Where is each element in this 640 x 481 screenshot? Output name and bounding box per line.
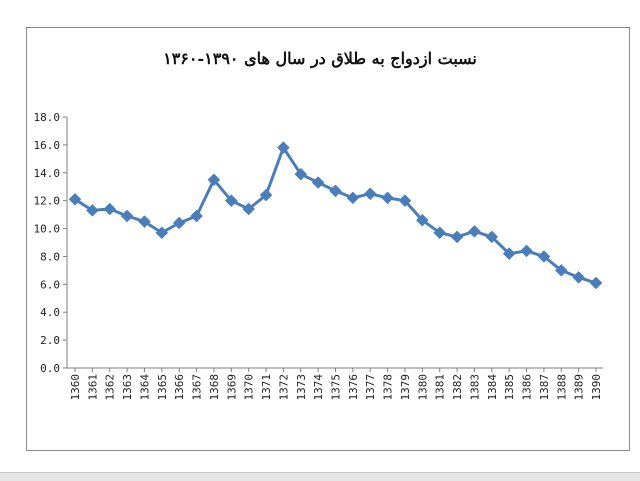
x-tick-label: 1387 bbox=[538, 374, 551, 401]
data-point bbox=[520, 244, 533, 258]
y-tick-label: 10.0 bbox=[34, 223, 61, 236]
data-point bbox=[398, 194, 412, 208]
x-tick-label: 1360 bbox=[69, 374, 82, 401]
x-tick-label: 1369 bbox=[225, 374, 238, 401]
y-tick-label: 4.0 bbox=[40, 306, 60, 319]
x-tick-label: 1388 bbox=[555, 374, 568, 401]
x-tick-label: 1389 bbox=[573, 374, 586, 401]
x-tick-labels: 1360 1361 1362 1363 1364 1365 1366 1367 1368 1369… bbox=[69, 374, 603, 401]
data-point bbox=[346, 191, 360, 205]
data-point bbox=[138, 215, 151, 228]
x-tick-label: 1366 bbox=[173, 374, 186, 401]
x-tick-label: 1376 bbox=[347, 374, 360, 401]
chart-frame bbox=[26, 27, 630, 451]
x-tick-label: 1363 bbox=[121, 374, 134, 401]
x-tick-label: 1370 bbox=[243, 374, 256, 401]
x-tick-label: 1384 bbox=[486, 374, 499, 401]
data-point bbox=[329, 184, 342, 198]
y-tick-labels: 0.0 2.0 4.0 6.0 8.0 10.0 12.0 14.0 16.0 18.0 bbox=[34, 111, 61, 375]
x-tick-label: 1381 bbox=[434, 374, 447, 401]
y-tick-label: 14.0 bbox=[34, 167, 61, 180]
x-tick-label: 1362 bbox=[104, 374, 117, 401]
x-tick-label: 1385 bbox=[503, 374, 516, 401]
chart-title: نسبت ازدواج به طلاق در سال های ۱۳۹۰-۱۳۶۰ bbox=[163, 49, 477, 68]
data-point bbox=[68, 192, 82, 206]
x-tick-label: 1371 bbox=[260, 374, 273, 401]
data-point bbox=[242, 202, 256, 216]
y-tick-label: 12.0 bbox=[34, 195, 61, 208]
data-point bbox=[415, 213, 429, 227]
bottom-bar bbox=[0, 472, 640, 481]
data-point bbox=[311, 176, 325, 189]
y-tick-label: 6.0 bbox=[40, 278, 60, 291]
x-tick-label: 1368 bbox=[208, 374, 221, 401]
data-point bbox=[86, 204, 99, 217]
x-tick-label: 1377 bbox=[364, 374, 377, 401]
data-point bbox=[190, 209, 203, 223]
data-point bbox=[224, 194, 238, 208]
data-point bbox=[502, 247, 516, 261]
data-point bbox=[172, 216, 186, 230]
series-line bbox=[74, 146, 597, 285]
data-point bbox=[120, 209, 134, 223]
x-tick-label: 1378 bbox=[382, 374, 395, 401]
data-point bbox=[485, 230, 499, 244]
x-tick-label: 1364 bbox=[138, 374, 151, 401]
data-point bbox=[589, 276, 603, 290]
y-tick-label: 2.0 bbox=[40, 334, 60, 347]
x-tick-label: 1372 bbox=[277, 374, 290, 401]
x-tick-label: 1367 bbox=[191, 374, 204, 401]
data-point bbox=[259, 188, 273, 202]
x-tick-label: 1375 bbox=[330, 374, 343, 401]
x-tick-label: 1383 bbox=[468, 374, 481, 401]
x-tick-label: 1379 bbox=[399, 374, 412, 401]
x-tick-label: 1365 bbox=[156, 374, 169, 401]
data-point bbox=[450, 230, 464, 244]
x-tick-label: 1390 bbox=[590, 374, 603, 401]
data-point bbox=[468, 224, 481, 238]
data-point bbox=[537, 250, 551, 263]
y-tick-label: 0.0 bbox=[40, 362, 60, 375]
data-point bbox=[363, 187, 377, 201]
x-tick-label: 1380 bbox=[416, 374, 429, 401]
data-point bbox=[103, 202, 117, 216]
x-tick-label: 1361 bbox=[86, 374, 99, 401]
data-point bbox=[433, 226, 447, 240]
data-point bbox=[277, 141, 290, 155]
y-tick-label: 8.0 bbox=[40, 250, 60, 263]
data-point bbox=[554, 264, 568, 277]
data-point bbox=[572, 271, 585, 284]
y-tick-label: 16.0 bbox=[34, 139, 61, 152]
data-point bbox=[155, 226, 169, 240]
data-point bbox=[294, 167, 308, 181]
axes bbox=[63, 116, 603, 372]
x-tick-label: 1382 bbox=[451, 374, 464, 401]
x-tick-label: 1373 bbox=[295, 374, 308, 401]
data-markers bbox=[68, 141, 603, 290]
data-point bbox=[381, 191, 394, 205]
data-point bbox=[207, 173, 221, 187]
x-tick-label: 1386 bbox=[521, 374, 534, 401]
x-tick-label: 1374 bbox=[312, 374, 325, 401]
y-tick-label: 18.0 bbox=[34, 111, 61, 124]
